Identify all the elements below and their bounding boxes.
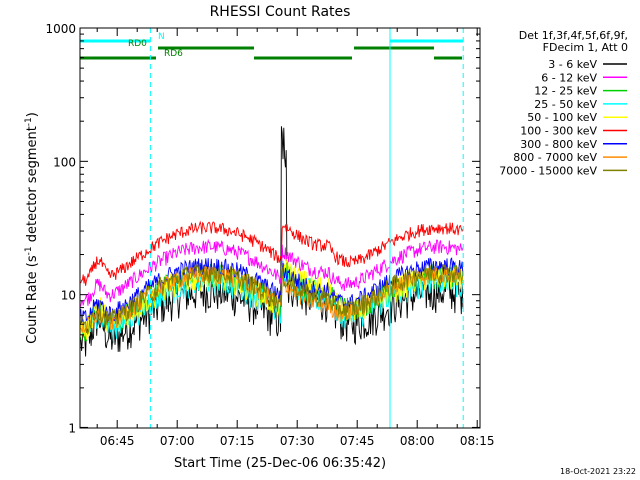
series-line-1 (80, 238, 464, 307)
y-tick-label-2: 100 (53, 155, 76, 169)
series-line-6 (80, 257, 464, 323)
chart-title: RHESSI Count Rates (210, 4, 351, 20)
boundary-lines (79, 28, 464, 428)
series-line-5 (80, 220, 464, 286)
legend-header-1: FDecim 1, Att 0 (543, 41, 628, 54)
x-axis-label: Start Time (25-Dec-06 06:35:42) (174, 456, 386, 471)
series-line-8 (80, 263, 464, 335)
legend-label-7: 800 - 7000 keV (513, 151, 597, 164)
axes: 06:45 07:00 07:15 07:30 07:45 08:00 08:15 1 10 10… (45, 22, 494, 448)
y-tick-label-1: 10 (61, 289, 76, 303)
legend-label-2: 12 - 25 keV (534, 85, 597, 98)
y-tick-label-3: 1000 (45, 22, 76, 36)
legend-header-0: Det 1f,3f,4f,5f,6f,9f, (519, 29, 628, 42)
x-tick-label-4: 07:45 (340, 434, 375, 448)
legend-label-5: 100 - 300 keV (520, 125, 597, 138)
y-axis-label: Count Rate (s-1 detector segment-1) (24, 112, 40, 344)
plot-area (80, 126, 464, 357)
legend-label-4: 50 - 100 keV (527, 111, 597, 124)
legend: Det 1f,3f,4f,5f,6f,9f,FDecim 1, Att 0 3 -… (499, 29, 628, 177)
x-tick-label-3: 07:30 (280, 434, 315, 448)
flag-label-1: RD0 (128, 39, 147, 49)
flag-label-0: N (158, 32, 165, 42)
instrument-flags: N RD0 RD6 (80, 32, 464, 60)
legend-label-1: 6 - 12 keV (541, 71, 597, 84)
legend-label-6: 300 - 800 keV (520, 138, 597, 151)
timestamp: 18-Oct-2021 23:22 (560, 467, 636, 476)
flag-label-2: RD6 (164, 49, 183, 59)
legend-label-3: 25 - 50 keV (534, 98, 597, 111)
plot-frame (79, 27, 481, 429)
x-tick-label-5: 08:00 (400, 434, 435, 448)
x-tick-label-0: 06:45 (100, 434, 135, 448)
legend-label-0: 3 - 6 keV (548, 58, 597, 71)
x-tick-label-6: 08:15 (460, 434, 495, 448)
legend-label-8: 7000 - 15000 keV (499, 164, 597, 177)
x-tick-label-2: 07:15 (220, 434, 255, 448)
y-tick-label-0: 1 (68, 421, 76, 435)
x-tick-label-1: 07:00 (160, 434, 195, 448)
